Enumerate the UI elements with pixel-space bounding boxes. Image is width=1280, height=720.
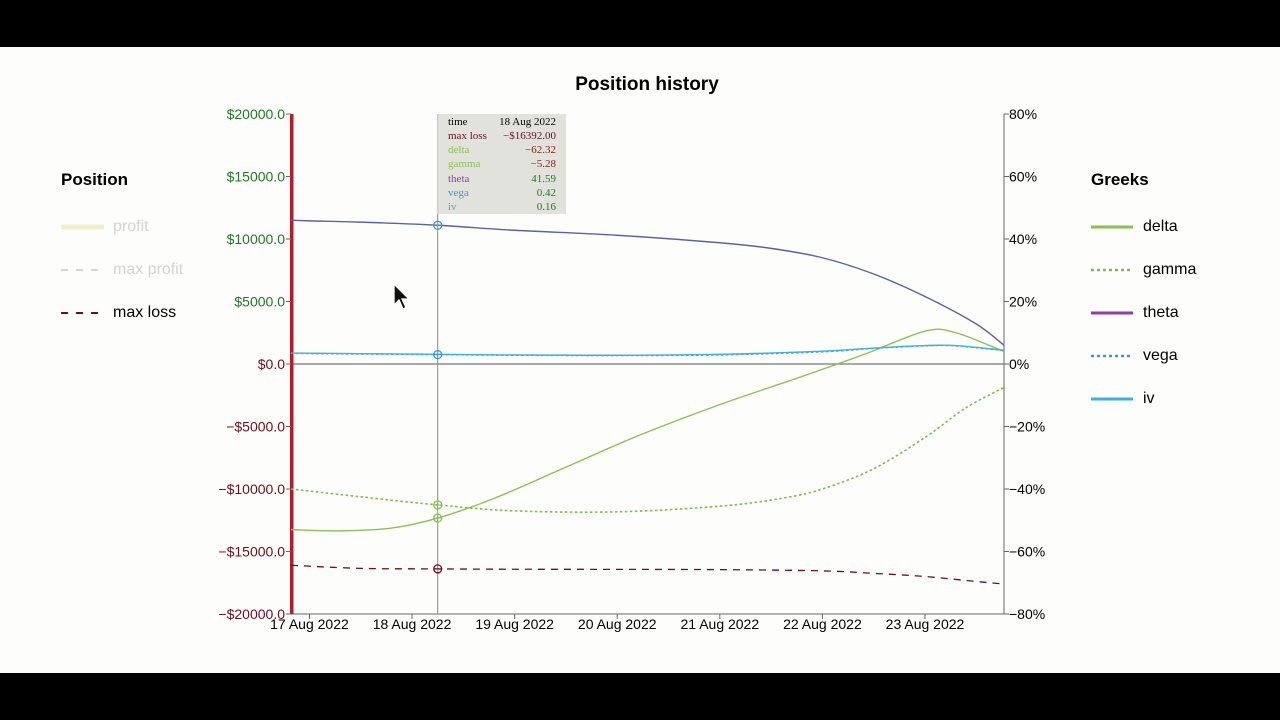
x-axis-tick-label: 18 Aug 2022 [373,616,452,632]
right-axis-tick-label: −60% [1009,544,1045,560]
legend-label: iv [1143,390,1155,407]
legend-label: max loss [113,304,177,321]
right-axis-tick-label: 60% [1009,169,1037,185]
legend-label: gamma [1143,261,1197,278]
hover-tooltip: time 18 Aug 2022 max loss −$16392.00 del… [437,114,566,214]
tooltip-label: iv [448,201,457,214]
right-axis-tick-label: −80% [1009,606,1045,622]
iv-series-line [290,344,1005,356]
tooltip-value: −62.32 [525,144,556,157]
iv-swatch-icon [1091,397,1133,401]
max-loss-series-line [290,564,1005,585]
legend-item-profit[interactable]: profit [61,215,149,239]
chart-frame [0,47,1280,673]
tooltip-value: 0.42 [536,186,556,199]
tooltip-row-iv: iv 0.16 [437,200,566,214]
right-axis-tick-label: 0% [1009,356,1029,372]
legend-label: profit [113,218,149,235]
legend-item-delta[interactable]: delta [1091,215,1178,239]
tooltip-value: −$16392.00 [503,129,556,142]
profit-swatch-icon [61,224,104,230]
tooltip-label: delta [448,144,470,157]
legend-label: theta [1143,304,1179,321]
max-profit-swatch-icon [61,269,99,271]
tooltip-value: 41.59 [531,172,556,185]
legend-label: delta [1143,218,1178,235]
left-axis-tick-label: −$15000.0 [218,544,285,560]
chart-title: Position history [575,74,719,95]
tooltip-value: 18 Aug 2022 [499,115,556,128]
tooltip-value: 0.16 [536,201,556,214]
tooltip-row-gamma: gamma −5.28 [437,157,566,171]
legend-item-iv[interactable]: iv [1091,387,1155,411]
left-axis-tick-label: $20000.0 [227,106,286,122]
left-axis-tick-label: $10000.0 [227,231,286,247]
x-axis-tick-label: 21 Aug 2022 [681,616,760,632]
tooltip-label: vega [448,186,469,199]
position-legend-heading: Position [61,170,129,189]
legend-item-theta[interactable]: theta [1091,301,1179,325]
mouse-cursor-icon [393,283,411,310]
legend-item-vega[interactable]: vega [1091,344,1178,368]
tooltip-label: theta [448,172,470,185]
right-axis-tick-label: 40% [1009,231,1037,247]
tooltip-label: time [448,115,468,128]
legend-item-max-loss[interactable]: max loss [61,301,176,325]
theta-swatch-icon [1091,311,1133,315]
tooltip-row-vega: vega 0.42 [437,186,566,200]
right-axis-tick-label: −40% [1009,481,1045,497]
legend-item-max-profit[interactable]: max profit [61,258,183,282]
x-axis-tick-label: 23 Aug 2022 [886,616,965,632]
max-loss-swatch-icon [61,312,99,314]
x-axis-tick-label: 17 Aug 2022 [270,616,349,632]
greeks-legend-heading: Greeks [1091,170,1149,189]
left-axis-tick-label: −$5000.0 [226,419,285,435]
right-axis-tick-label: 80% [1009,106,1037,122]
x-axis-tick-label: 19 Aug 2022 [475,616,554,632]
left-axis-tick-label: $5000.0 [234,294,285,310]
expiry-red-bar [290,114,294,614]
tooltip-row-time: time 18 Aug 2022 [437,115,566,129]
tooltip-label: gamma [448,158,481,171]
legend-label: vega [1143,347,1178,364]
x-axis-tick-label: 22 Aug 2022 [783,616,862,632]
legend-label: max profit [113,261,184,278]
left-axis-tick-label: $0.0 [258,356,285,372]
tooltip-row-max-loss: max loss −$16392.00 [437,129,566,143]
tooltip-label: max loss [448,129,487,142]
x-axis-tick-label: 20 Aug 2022 [578,616,657,632]
position-series-line [290,219,1005,346]
gamma-swatch-icon [1091,268,1133,272]
tooltip-row-theta: theta 41.59 [437,172,566,186]
right-axis-tick-label: 20% [1009,294,1037,310]
left-axis-tick-label: $15000.0 [227,169,286,185]
legend-item-gamma[interactable]: gamma [1091,258,1196,282]
delta-swatch-icon [1091,225,1133,229]
tooltip-row-delta: delta −62.32 [437,143,566,157]
tooltip-value: −5.28 [530,158,556,171]
right-axis-tick-label: −20% [1009,419,1045,435]
delta-series-line [290,328,1005,532]
vega-swatch-icon [1091,354,1133,358]
left-axis-tick-label: −$10000.0 [218,481,285,497]
left-axis-tick-label: −$20000.0 [218,606,285,622]
gamma-series-line [290,386,1005,513]
